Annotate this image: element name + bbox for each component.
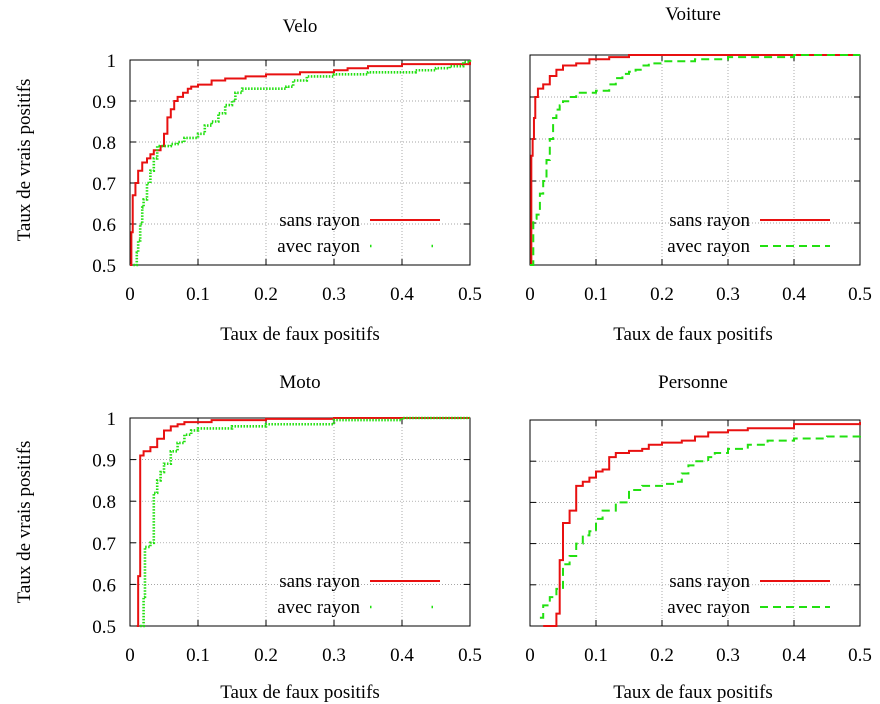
x-tick-label: 0.2	[254, 645, 278, 666]
legend-label: sans rayon	[279, 210, 360, 231]
y-tick-label: 0.8	[92, 133, 116, 154]
x-tick-label: 0.4	[390, 645, 414, 666]
x-tick-label: 0	[525, 284, 535, 305]
x-axis-label: Taux de faux positifs	[613, 682, 773, 703]
x-tick-label: 0.4	[782, 645, 806, 666]
legend-label: avec rayon	[667, 597, 750, 618]
x-tick-label: 0.5	[458, 284, 482, 305]
plot-frame	[529, 419, 861, 627]
legend-label: sans rayon	[669, 571, 750, 592]
x-tick-label: 0.3	[716, 645, 740, 666]
y-tick-label: 1	[107, 51, 117, 72]
x-tick-label: 0.5	[848, 645, 872, 666]
series-line-avec-rayon	[133, 60, 472, 267]
y-tick-label: 0.9	[92, 92, 116, 113]
legend-label: avec rayon	[667, 236, 750, 257]
x-tick-label: 0.1	[186, 645, 210, 666]
series-line-avec-rayon	[539, 434, 861, 619]
series-line-sans-rayon	[543, 422, 861, 627]
x-tick-label: 0.1	[584, 284, 608, 305]
chart-title: Moto	[279, 372, 320, 393]
x-tick-label: 0.1	[584, 645, 608, 666]
roc-panel-moto: 0 0.1 0.2 0.3 0.4 0.5 0.5 0.6 0.7 0.8 0.9 1 Moto Taux…	[92, 372, 482, 703]
y-tick-label: 0.9	[92, 451, 116, 472]
chart-title: Personne	[658, 372, 728, 393]
x-axis-label: Taux de faux positifs	[220, 682, 380, 703]
x-tick-label: 0	[125, 284, 135, 305]
y-tick-label: 0.6	[92, 575, 116, 596]
y-tick-label: 0.5	[92, 256, 116, 277]
y-axis-label-top: Taux de vrais positifs	[14, 79, 35, 242]
series-line-sans-rayon	[136, 417, 470, 627]
x-tick-label: 0.3	[322, 645, 346, 666]
roc-panel-voiture: 0 0.1 0.2 0.3 0.4 0.5 Voiture Taux de faux posi…	[525, 4, 872, 345]
series-line-avec-rayon	[140, 416, 470, 628]
x-tick-label: 0	[125, 645, 135, 666]
legend-label: avec rayon	[277, 597, 360, 618]
plot-frame	[129, 59, 471, 266]
roc-panel-personne: 0 0.1 0.2 0.3 0.4 0.5 Personne Taux de faux pos…	[525, 372, 872, 703]
x-tick-label: 0.2	[254, 284, 278, 305]
x-tick-label: 0.3	[322, 284, 346, 305]
series-line-avec-rayon	[530, 54, 860, 266]
roc-panel-velo: 0 0.1 0.2 0.3 0.4 0.5 0.5 0.6 0.7 0.8 0.9 1 Velo Taux…	[92, 16, 482, 345]
legend-label: sans rayon	[669, 210, 750, 231]
y-axis-label-bottom: Taux de vrais positifs	[14, 441, 35, 604]
x-tick-label: 0.1	[186, 284, 210, 305]
y-tick-label: 0.8	[92, 492, 116, 513]
series-line-sans-rayon	[530, 54, 860, 266]
plot-frame	[529, 54, 861, 266]
x-tick-label: 0.5	[848, 284, 872, 305]
x-tick-label: 0.5	[458, 645, 482, 666]
x-tick-label: 0.4	[782, 284, 806, 305]
legend-label: avec rayon	[277, 236, 360, 257]
x-tick-label: 0.4	[390, 284, 414, 305]
chart-title: Velo	[283, 16, 318, 37]
series-line-sans-rayon	[130, 62, 471, 266]
x-axis-label: Taux de faux positifs	[613, 324, 773, 345]
x-tick-label: 0.2	[650, 645, 674, 666]
x-tick-label: 0	[525, 645, 535, 666]
y-tick-label: 0.7	[92, 174, 116, 195]
x-axis-label: Taux de faux positifs	[220, 324, 380, 345]
x-tick-label: 0.2	[650, 284, 674, 305]
y-tick-label: 0.7	[92, 534, 116, 555]
plot-frame	[129, 417, 471, 627]
y-tick-label: 0.6	[92, 215, 116, 236]
x-tick-label: 0.3	[716, 284, 740, 305]
legend-label: sans rayon	[279, 571, 360, 592]
y-tick-label: 0.5	[92, 617, 116, 638]
y-tick-label: 1	[107, 409, 117, 430]
chart-title: Voiture	[665, 4, 721, 25]
